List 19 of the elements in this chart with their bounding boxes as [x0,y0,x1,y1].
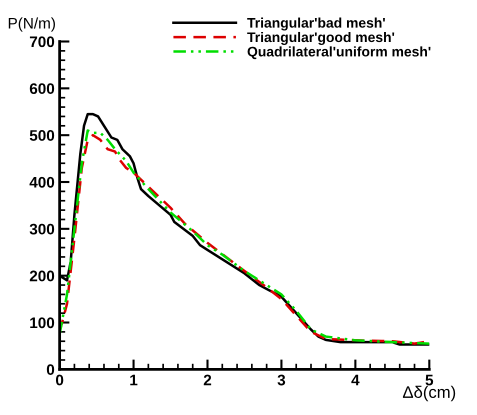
legend-label: Triangular'good mesh' [247,32,394,45]
y-tick-label: 600 [30,83,54,94]
legend-label: Quadrilateral'uniform mesh' [248,46,430,60]
legend-label: Triangular'bad mesh' [247,18,385,31]
x-axis-title: Δδ(cm) [402,386,456,402]
x-tick-label: 4 [351,374,360,386]
x-tick-label: 2 [204,374,212,386]
y-tick-label: 400 [30,176,54,188]
x-tick-label: 1 [130,374,138,386]
x-tick-label: 5 [426,374,434,386]
x-tick-label: 3 [278,374,286,386]
y-tick-label: 100 [30,317,54,328]
y-tick-label: 200 [30,270,54,282]
x-tick-label: 0 [56,374,64,386]
y-tick-label: 700 [30,36,54,48]
y-axis-title: P(N/m) [8,17,55,32]
y-tick-label: 300 [30,224,54,235]
y-tick-label: 500 [30,130,54,141]
y-tick-label: 0 [46,364,54,376]
